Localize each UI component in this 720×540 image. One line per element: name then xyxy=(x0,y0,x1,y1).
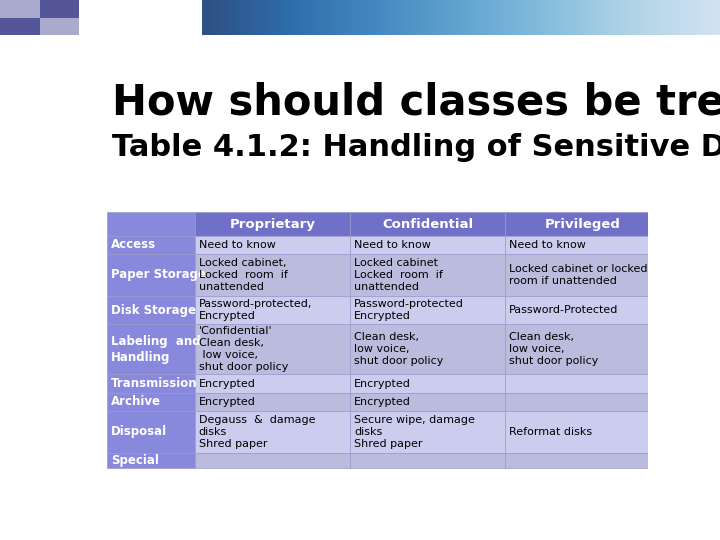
Text: Locked cabinet,
Locked  room  if
unattended: Locked cabinet, Locked room if unattende… xyxy=(199,258,288,292)
Bar xyxy=(505,411,660,453)
Bar xyxy=(350,295,505,325)
Bar xyxy=(505,212,660,235)
Text: Proprietary: Proprietary xyxy=(230,218,315,231)
Bar xyxy=(195,411,350,453)
Text: Locked cabinet or locked
room if unattended: Locked cabinet or locked room if unatten… xyxy=(509,264,647,286)
Bar xyxy=(350,393,505,411)
Text: Degauss  &  damage
disks
Shred paper: Degauss & damage disks Shred paper xyxy=(199,415,315,449)
Bar xyxy=(107,235,195,254)
Text: Clean desk,
low voice,
shut door policy: Clean desk, low voice, shut door policy xyxy=(509,333,598,367)
Bar xyxy=(505,374,660,393)
Text: Clean desk,
low voice,
shut door policy: Clean desk, low voice, shut door policy xyxy=(354,333,444,367)
Bar xyxy=(107,295,195,325)
Bar xyxy=(350,453,505,468)
Bar xyxy=(350,411,505,453)
Bar xyxy=(107,453,195,468)
Bar xyxy=(195,393,350,411)
Bar xyxy=(350,325,505,374)
Bar xyxy=(195,212,350,235)
Bar xyxy=(505,254,660,295)
Text: Password-Protected: Password-Protected xyxy=(509,305,618,315)
Text: Password-protected,
Encrypted: Password-protected, Encrypted xyxy=(199,299,312,321)
Text: Paper Storage: Paper Storage xyxy=(111,268,206,281)
Bar xyxy=(350,374,505,393)
Bar xyxy=(195,453,350,468)
Text: Confidential: Confidential xyxy=(382,218,473,231)
Bar xyxy=(350,254,505,295)
Bar xyxy=(505,393,660,411)
Text: Password-protected
Encrypted: Password-protected Encrypted xyxy=(354,299,464,321)
Bar xyxy=(505,235,660,254)
Bar xyxy=(40,17,79,35)
Text: Encrypted: Encrypted xyxy=(199,397,256,407)
Text: Encrypted: Encrypted xyxy=(199,379,256,389)
Bar xyxy=(195,325,350,374)
Bar xyxy=(107,325,195,374)
Text: 'Confidential'
Clean desk,
 low voice,
shut door policy: 'Confidential' Clean desk, low voice, sh… xyxy=(199,326,288,373)
Bar xyxy=(0,0,40,17)
Text: Disposal: Disposal xyxy=(111,426,167,438)
Text: Need to know: Need to know xyxy=(199,240,276,250)
Bar xyxy=(195,254,350,295)
Bar xyxy=(107,254,195,295)
Text: How should classes be treated?: How should classes be treated? xyxy=(112,82,720,124)
Bar xyxy=(195,235,350,254)
Text: Reformat disks: Reformat disks xyxy=(509,427,592,437)
Bar xyxy=(195,374,350,393)
Text: Privileged: Privileged xyxy=(545,218,621,231)
Text: Encrypted: Encrypted xyxy=(354,397,411,407)
Bar xyxy=(505,325,660,374)
Bar xyxy=(505,295,660,325)
Text: Transmission: Transmission xyxy=(111,377,197,390)
Bar xyxy=(350,235,505,254)
Text: Labeling  and
Handling: Labeling and Handling xyxy=(111,335,200,363)
Bar xyxy=(107,393,195,411)
Bar xyxy=(0,17,40,35)
Text: Need to know: Need to know xyxy=(509,240,586,250)
Bar xyxy=(505,453,660,468)
Bar xyxy=(107,212,195,235)
Text: Special: Special xyxy=(111,454,158,467)
Text: Access: Access xyxy=(111,238,156,251)
Text: Archive: Archive xyxy=(111,395,161,408)
Text: Table 4.1.2: Handling of Sensitive Data: Table 4.1.2: Handling of Sensitive Data xyxy=(112,133,720,163)
Bar xyxy=(350,212,505,235)
Text: Secure wipe, damage
disks
Shred paper: Secure wipe, damage disks Shred paper xyxy=(354,415,474,449)
Text: Locked cabinet
Locked  room  if
unattended: Locked cabinet Locked room if unattended xyxy=(354,258,443,292)
Bar xyxy=(107,374,195,393)
Bar xyxy=(195,295,350,325)
Text: Encrypted: Encrypted xyxy=(354,379,411,389)
Bar xyxy=(107,411,195,453)
Bar xyxy=(40,0,79,17)
Text: Need to know: Need to know xyxy=(354,240,431,250)
Text: Disk Storage: Disk Storage xyxy=(111,303,196,316)
